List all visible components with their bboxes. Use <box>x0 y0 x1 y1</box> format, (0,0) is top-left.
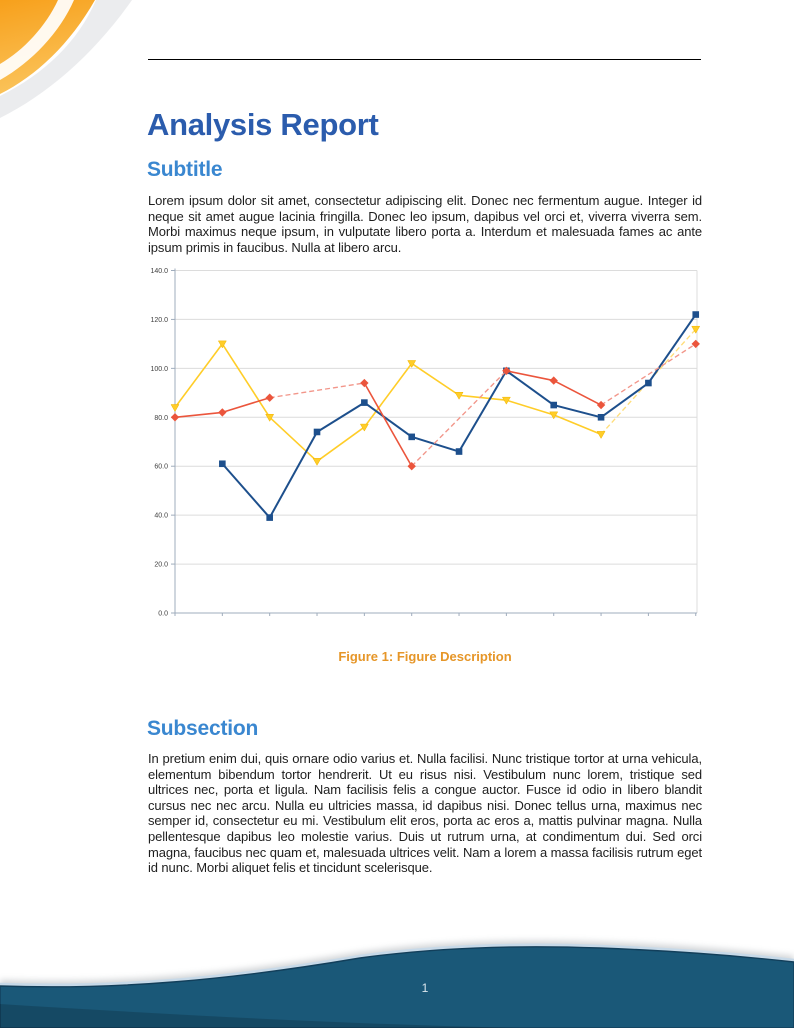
line-chart: 0.0 20.0 40.0 60.0 80.0 100.0 120.0 140.0 <box>150 268 701 618</box>
figure-caption: Figure 1: Figure Description <box>338 649 512 664</box>
svg-text:0.0: 0.0 <box>158 611 168 618</box>
svg-text:120.0: 120.0 <box>150 317 168 324</box>
corner-decoration-swoosh <box>0 0 132 118</box>
page-title: Analysis Report <box>147 106 379 142</box>
page-number: 1 <box>421 981 429 995</box>
footer-wave-decoration <box>0 940 794 1028</box>
paragraph-lorem: Lorem ipsum dolor sit amet, consectetur … <box>148 193 702 255</box>
svg-text:20.0: 20.0 <box>154 562 168 569</box>
section-heading-subtitle: Subtitle <box>147 158 223 182</box>
paragraph-pretium: In pretium enim dui, quis ornare odio va… <box>148 751 702 876</box>
svg-text:140.0: 140.0 <box>150 268 168 275</box>
section-heading-subsection: Subsection <box>147 717 259 741</box>
svg-text:100.0: 100.0 <box>150 366 168 373</box>
svg-text:60.0: 60.0 <box>154 464 168 471</box>
svg-text:40.0: 40.0 <box>154 513 168 520</box>
header-rule <box>148 59 701 60</box>
figure-1-chart-area: 0.0 20.0 40.0 60.0 80.0 100.0 120.0 140.0 <box>148 260 704 620</box>
svg-text:80.0: 80.0 <box>154 415 168 422</box>
